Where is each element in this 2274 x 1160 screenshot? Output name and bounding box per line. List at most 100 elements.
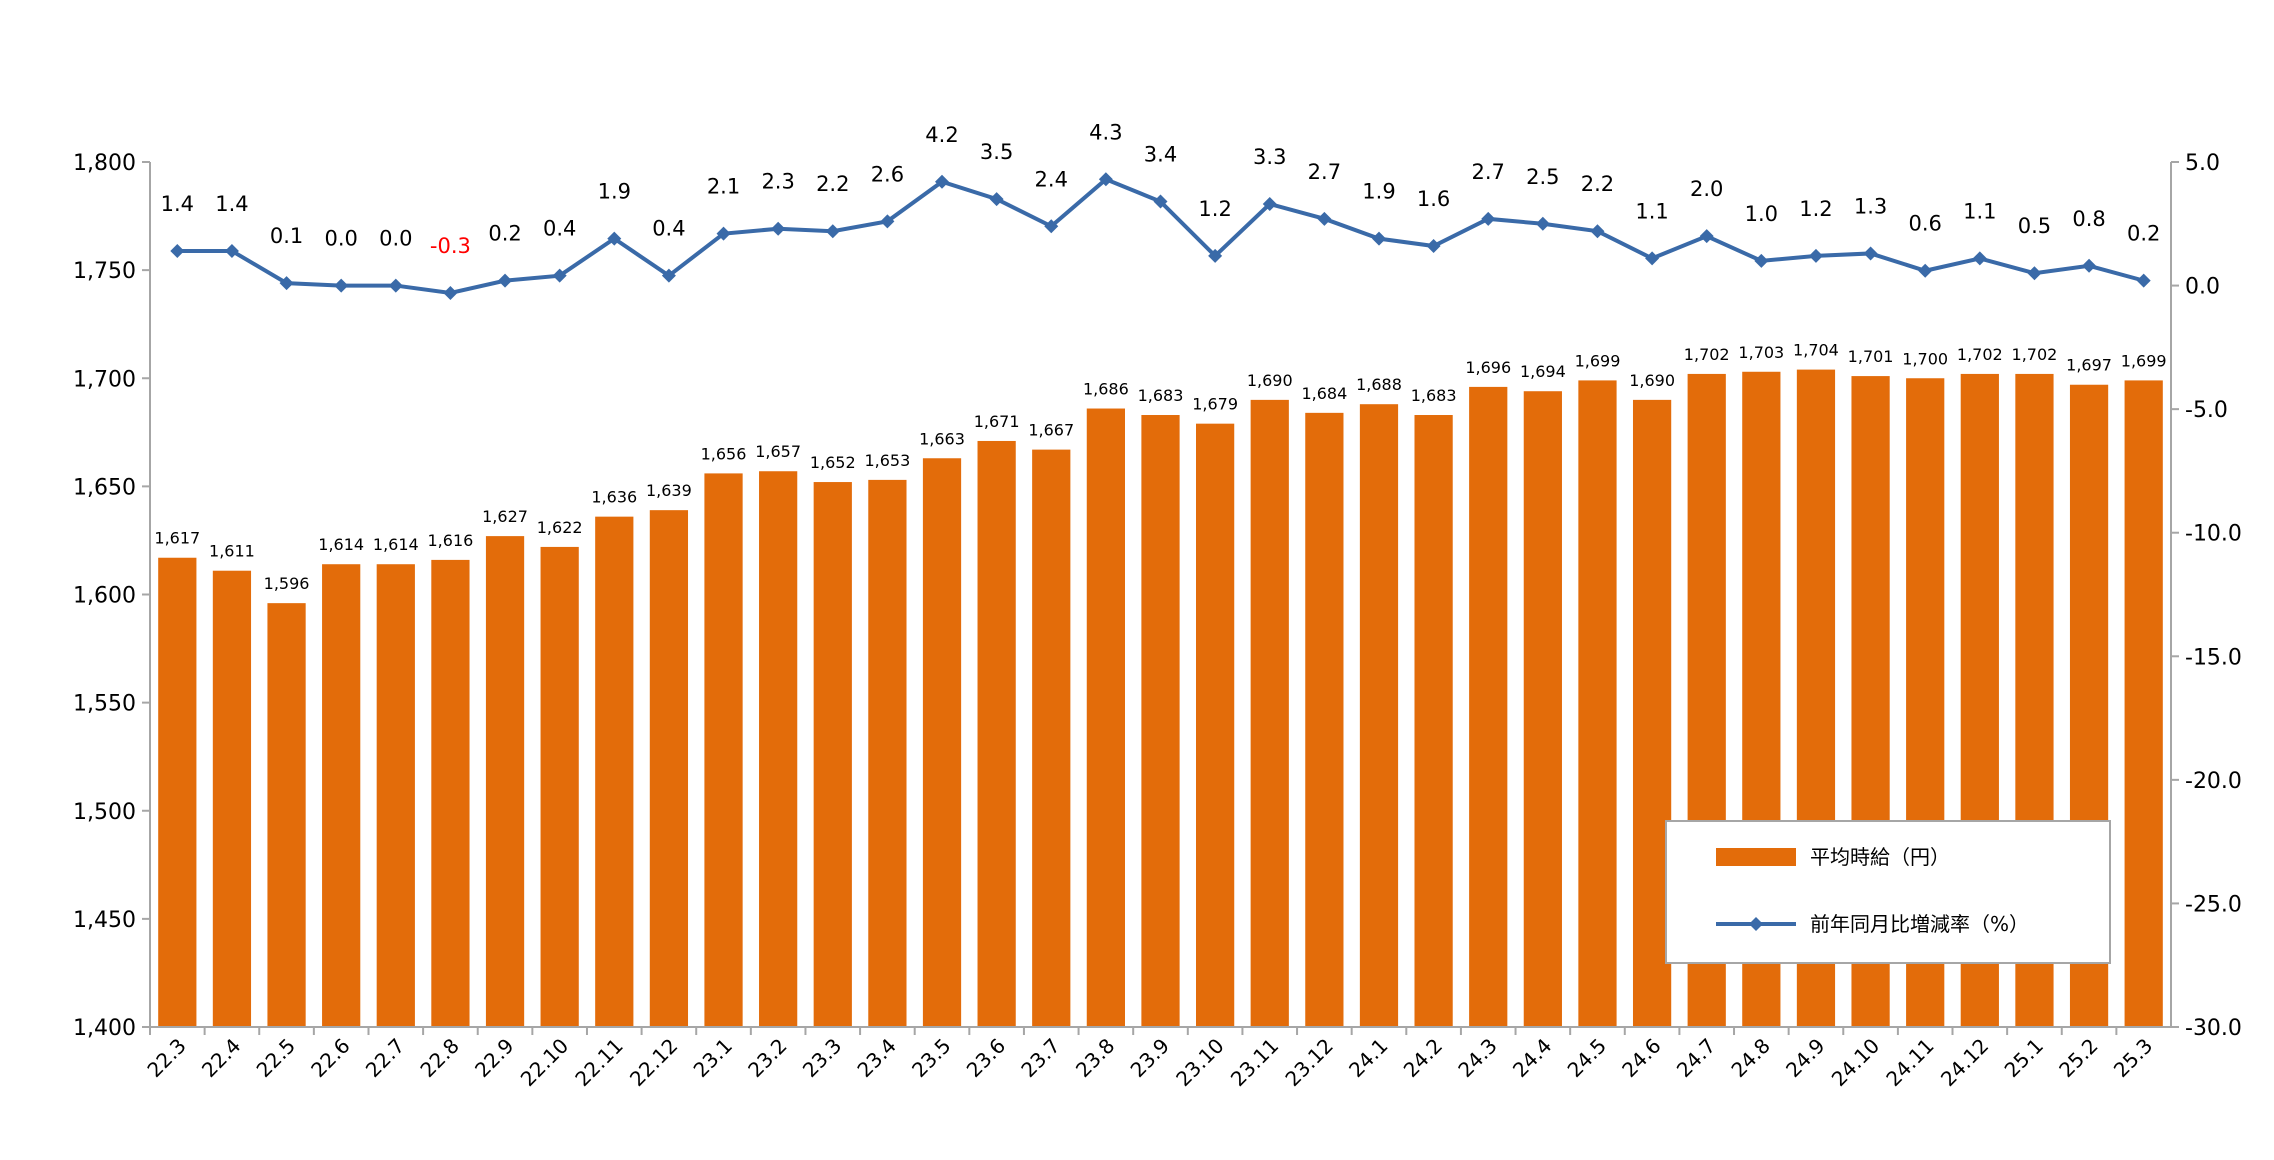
line-series [170, 172, 2151, 300]
rate-point-marker [498, 273, 513, 288]
rate-point-marker [2027, 266, 2042, 281]
legend-label-bar: 平均時給（円） [1810, 845, 1950, 869]
legend: 平均時給（円） 前年同月比増減率（%） [1665, 820, 2111, 964]
bar [922, 458, 962, 1027]
bar [158, 557, 197, 1027]
bar [1414, 415, 1453, 1027]
rate-point-marker [607, 231, 622, 246]
right-tick-label: -5.0 [2185, 398, 2228, 423]
bar-value-label: 1,686 [1083, 380, 1129, 399]
bar [267, 603, 306, 1027]
rate-value-label: 1.2 [1198, 197, 1231, 221]
rate-value-label: 0.0 [379, 227, 412, 251]
rate-point-marker [334, 278, 349, 293]
bar [977, 440, 1016, 1027]
bar-value-label: 1,700 [1902, 349, 1948, 368]
bar-value-label: 1,663 [919, 429, 965, 448]
legend-diamond-marker [1749, 917, 1763, 931]
bar [1632, 399, 1672, 1027]
rate-value-label: 2.0 [1690, 177, 1723, 201]
bar-value-label: 1,694 [1520, 362, 1566, 381]
x-tick-label: 23.5 [907, 1034, 955, 1082]
x-tick-label: 23.8 [1071, 1034, 1119, 1082]
rate-point-marker [989, 192, 1004, 207]
rate-point-marker [1317, 211, 1332, 226]
right-tick-label: -20.0 [2185, 769, 2242, 794]
x-tick-label: 23.9 [1126, 1034, 1174, 1082]
legend-bar-swatch [1716, 848, 1796, 866]
left-tick-label: 1,600 [73, 584, 136, 609]
rate-point-marker [935, 174, 950, 189]
left-tick-label: 1,450 [73, 908, 136, 933]
rate-point-marker [2136, 273, 2151, 288]
rate-value-label: 2.4 [1035, 167, 1068, 191]
bar-value-label: 1,688 [1356, 375, 1402, 394]
x-tick-label: 22.4 [197, 1034, 245, 1082]
bar-value-label: 1,703 [1738, 343, 1784, 362]
bar-value-label: 1,657 [755, 442, 801, 461]
rate-value-label: 1.1 [1963, 199, 1996, 223]
data-labels: 1,617 1,611 1,596 1,614 1,614 1,616 1,627 1,622… [154, 120, 2166, 593]
bar [1250, 399, 1289, 1027]
rate-point-marker [552, 268, 567, 283]
rate-point-marker [1481, 211, 1496, 226]
x-tick-label: 22.10 [516, 1034, 573, 1091]
bar-value-label: 1,656 [701, 444, 747, 463]
bar-value-label: 1,652 [810, 453, 856, 472]
rate-point-marker [1754, 253, 1769, 268]
rate-value-label: 2.1 [707, 175, 740, 199]
rate-value-label: 0.0 [324, 227, 357, 251]
x-tick-label: 23.12 [1280, 1034, 1337, 1091]
bar-value-label: 1,690 [1247, 371, 1293, 390]
rate-value-label: 3.4 [1144, 143, 1177, 167]
x-tick-label: 23.4 [852, 1034, 900, 1082]
bar-value-label: 1,696 [1465, 358, 1511, 377]
rate-point-marker [1371, 231, 1386, 246]
rate-value-label: 0.6 [1908, 212, 1941, 236]
rate-point-marker [771, 221, 786, 236]
rate-point-marker [1044, 219, 1059, 234]
bar-value-label: 1,636 [591, 488, 637, 507]
rate-value-label: 1.4 [161, 192, 194, 216]
rate-value-label: 0.4 [543, 217, 576, 241]
rate-value-label: 2.7 [1308, 160, 1341, 184]
legend-label-line: 前年同月比増減率（%） [1810, 912, 2029, 936]
rate-point-marker [1645, 251, 1660, 266]
x-tick-label: 24.10 [1827, 1034, 1884, 1091]
bar [1359, 404, 1399, 1027]
bar [759, 471, 798, 1027]
left-tick-label: 1,550 [73, 692, 136, 717]
right-tick-label: -10.0 [2185, 522, 2242, 547]
bar-value-label: 1,653 [864, 451, 910, 470]
x-tick-label: 24.4 [1508, 1034, 1556, 1082]
bar [704, 473, 743, 1027]
bar-value-label: 1,702 [2012, 345, 2058, 364]
rate-value-label: 0.5 [2018, 214, 2051, 238]
bar [431, 559, 470, 1027]
x-tick-label: 22.11 [570, 1034, 627, 1091]
x-tick-label: 22.5 [252, 1034, 300, 1082]
rate-point-marker [443, 285, 458, 300]
left-tick-label: 1,800 [73, 151, 136, 176]
rate-point-marker [1262, 197, 1277, 212]
bar-value-label: 1,701 [1848, 347, 1894, 366]
bar [1523, 391, 1562, 1028]
right-tick-label: 5.0 [2185, 151, 2220, 176]
bar [540, 546, 579, 1027]
rate-point-marker [1153, 194, 1168, 209]
rate-point-marker [1590, 224, 1605, 239]
x-tick-label: 23.3 [798, 1034, 846, 1082]
rate-value-label: 1.1 [1635, 199, 1668, 223]
rate-value-label: 1.9 [598, 180, 631, 204]
rate-point-marker [279, 276, 294, 291]
right-tick-label: -15.0 [2185, 645, 2242, 670]
x-tick-label: 23.6 [962, 1034, 1010, 1082]
x-tick-label: 22.6 [306, 1034, 354, 1082]
bar-value-label: 1,683 [1411, 386, 1457, 405]
bar-value-label: 1,684 [1301, 384, 1347, 403]
bar [485, 536, 525, 1027]
rate-point-marker [1918, 263, 1933, 278]
right-tick-label: -30.0 [2185, 1016, 2242, 1041]
bar [868, 479, 907, 1027]
